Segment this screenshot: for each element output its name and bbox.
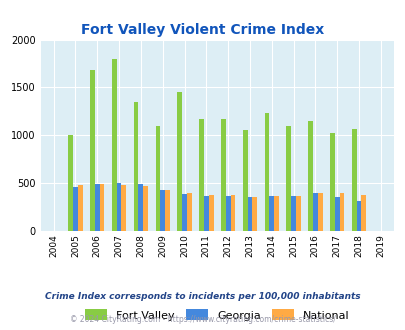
Text: © 2024 CityRating.com - https://www.cityrating.com/crime-statistics/: © 2024 CityRating.com - https://www.city… (70, 315, 335, 324)
Bar (290, 196, 295, 231)
Bar (177, 92, 182, 231)
Bar (68, 135, 73, 231)
Bar (95, 184, 100, 231)
Bar (220, 118, 225, 231)
Bar (225, 196, 230, 231)
Bar (138, 184, 143, 231)
Bar (295, 196, 300, 231)
Bar (360, 195, 365, 231)
Bar (186, 193, 191, 231)
Bar (334, 197, 339, 231)
Bar (155, 126, 160, 231)
Text: Crime Index corresponds to incidents per 100,000 inhabitants: Crime Index corresponds to incidents per… (45, 292, 360, 301)
Bar (160, 190, 165, 231)
Bar (165, 190, 169, 231)
Bar (273, 196, 278, 231)
Bar (252, 197, 256, 231)
Text: Fort Valley Violent Crime Index: Fort Valley Violent Crime Index (81, 23, 324, 37)
Bar (317, 193, 322, 231)
Bar (208, 195, 213, 231)
Bar (133, 102, 138, 231)
Bar (339, 193, 343, 231)
Bar (198, 118, 203, 231)
Bar (242, 130, 247, 231)
Bar (116, 183, 121, 231)
Bar (182, 194, 186, 231)
Bar (121, 185, 126, 231)
Bar (90, 70, 95, 231)
Bar (143, 186, 148, 231)
Bar (73, 187, 78, 231)
Bar (203, 196, 208, 231)
Bar (356, 201, 360, 231)
Bar (286, 126, 290, 231)
Bar (100, 184, 104, 231)
Bar (307, 121, 312, 231)
Legend: Fort Valley, Georgia, National: Fort Valley, Georgia, National (80, 305, 353, 325)
Bar (264, 113, 269, 231)
Bar (329, 133, 334, 231)
Bar (269, 196, 273, 231)
Bar (247, 197, 252, 231)
Bar (230, 195, 235, 231)
Bar (112, 59, 116, 231)
Bar (312, 193, 317, 231)
Bar (78, 185, 83, 231)
Bar (351, 129, 356, 231)
